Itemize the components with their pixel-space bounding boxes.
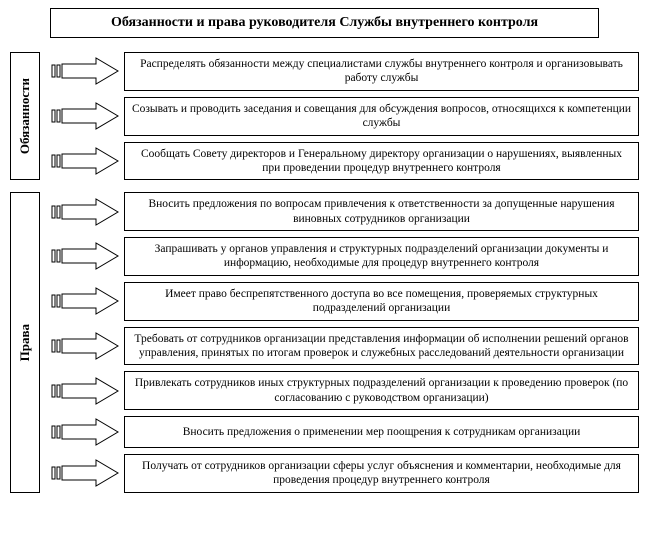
arrow-right-icon bbox=[44, 416, 124, 448]
section-duties: Обязанности Распределять обязанности меж… bbox=[10, 52, 639, 180]
list-item: Получать от сотрудников организации сфер… bbox=[44, 454, 639, 493]
arrow-right-icon bbox=[44, 371, 124, 410]
list-item: Сообщать Совету директоров и Генеральном… bbox=[44, 142, 639, 181]
section-label-rights: Права bbox=[10, 192, 40, 493]
list-item: Вносить предложения по вопросам привлече… bbox=[44, 192, 639, 231]
item-text: Сообщать Совету директоров и Генеральном… bbox=[124, 142, 639, 181]
section-label-duties: Обязанности bbox=[10, 52, 40, 180]
duties-rows: Распределять обязанности между специалис… bbox=[44, 52, 639, 180]
list-item: Привлекать сотрудников иных структурных … bbox=[44, 371, 639, 410]
list-item: Имеет право беспрепятственного доступа в… bbox=[44, 282, 639, 321]
list-item: Запрашивать у органов управления и струк… bbox=[44, 237, 639, 276]
section-rights: Права Вносить предложения по вопросам пр… bbox=[10, 192, 639, 493]
item-text: Имеет право беспрепятственного доступа в… bbox=[124, 282, 639, 321]
item-text: Распределять обязанности между специалис… bbox=[124, 52, 639, 91]
item-text: Запрашивать у органов управления и струк… bbox=[124, 237, 639, 276]
arrow-right-icon bbox=[44, 142, 124, 181]
list-item: Вносить предложения о применении мер поо… bbox=[44, 416, 639, 448]
arrow-right-icon bbox=[44, 97, 124, 136]
item-text: Вносить предложения о применении мер поо… bbox=[124, 416, 639, 448]
section-label-text: Обязанности bbox=[17, 78, 33, 154]
rights-rows: Вносить предложения по вопросам привлече… bbox=[44, 192, 639, 493]
arrow-right-icon bbox=[44, 454, 124, 493]
item-text: Привлекать сотрудников иных структурных … bbox=[124, 371, 639, 410]
arrow-right-icon bbox=[44, 327, 124, 366]
arrow-right-icon bbox=[44, 237, 124, 276]
page-title: Обязанности и права руководителя Службы … bbox=[50, 8, 599, 38]
section-label-text: Права bbox=[17, 324, 33, 361]
arrow-right-icon bbox=[44, 192, 124, 231]
arrow-right-icon bbox=[44, 52, 124, 91]
item-text: Требовать от сотрудников организации пре… bbox=[124, 327, 639, 366]
item-text: Вносить предложения по вопросам привлече… bbox=[124, 192, 639, 231]
list-item: Созывать и проводить заседания и совещан… bbox=[44, 97, 639, 136]
list-item: Распределять обязанности между специалис… bbox=[44, 52, 639, 91]
item-text: Созывать и проводить заседания и совещан… bbox=[124, 97, 639, 136]
arrow-right-icon bbox=[44, 282, 124, 321]
item-text: Получать от сотрудников организации сфер… bbox=[124, 454, 639, 493]
list-item: Требовать от сотрудников организации пре… bbox=[44, 327, 639, 366]
